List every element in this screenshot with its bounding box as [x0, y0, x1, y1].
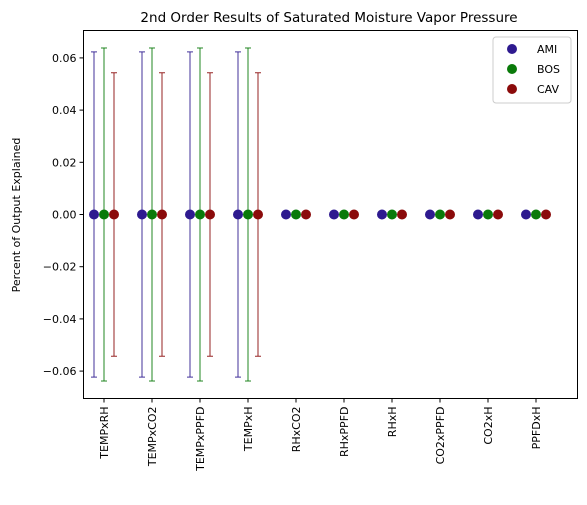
data-point: [281, 209, 291, 220]
data-point: [425, 209, 435, 220]
x-tick-label: TEMPxH: [242, 407, 255, 453]
y-tick-label: 0.02: [52, 156, 77, 169]
data-point: [493, 209, 503, 220]
data-point: [89, 209, 99, 220]
x-tick-label: TEMPxRH: [98, 407, 111, 460]
y-tick-label: 0.04: [52, 104, 77, 117]
y-tick-label: 0.06: [52, 52, 77, 65]
y-tick-label: −0.06: [43, 365, 77, 378]
data-point: [541, 209, 551, 220]
x-tick-label: TEMPxPPFD: [194, 407, 207, 472]
data-point: [473, 209, 483, 220]
x-tick-label: PPFDxH: [530, 407, 543, 450]
data-point: [233, 209, 243, 220]
x-tick-label: CO2xPPFD: [434, 407, 447, 465]
data-point: [147, 209, 157, 220]
data-point: [99, 209, 109, 220]
plot-frame: [83, 30, 578, 399]
data-point: [387, 209, 397, 220]
data-point: [157, 209, 167, 220]
y-axis-label: Percent of Output Explained: [10, 138, 23, 293]
legend-label: CAV: [537, 83, 560, 96]
data-point: [483, 209, 493, 220]
data-point: [137, 209, 147, 220]
data-point: [253, 209, 263, 220]
data-point: [531, 209, 541, 220]
legend-label: BOS: [537, 63, 560, 76]
legend: AMI BOS CAV: [492, 36, 572, 104]
plot-area: −0.06 −0.04 −0.02 0.00 0.02 0.04 0.06 TEMPxRH TE…: [43, 47, 551, 472]
chart-title: 2nd Order Results of Saturated Moisture …: [140, 10, 517, 26]
data-point: [349, 209, 359, 220]
y-tick-label: −0.02: [43, 261, 77, 274]
x-tick-label: RHxH: [386, 407, 399, 438]
data-point: [435, 209, 445, 220]
data-point: [205, 209, 215, 220]
legend-marker: [507, 64, 517, 74]
data-point: [301, 209, 311, 220]
data-point: [195, 209, 205, 220]
legend-marker: [507, 84, 517, 94]
y-tick-label: −0.04: [43, 313, 77, 326]
x-tick-label: TEMPxCO2: [146, 407, 159, 468]
data-point: [329, 209, 339, 220]
data-point: [397, 209, 407, 220]
x-tick-label: CO2xH: [482, 407, 495, 445]
legend-label: AMI: [537, 43, 557, 56]
legend-marker: [507, 44, 517, 54]
data-point: [445, 209, 455, 220]
data-point: [109, 209, 119, 220]
data-point: [185, 209, 195, 220]
data-point: [339, 209, 349, 220]
data-point: [243, 209, 253, 220]
x-tick-label: RHxCO2: [290, 407, 303, 453]
x-tick-label: RHxPPFD: [338, 407, 351, 458]
data-point: [377, 209, 387, 220]
data-point: [521, 209, 531, 220]
data-point: [291, 209, 301, 220]
y-tick-label: 0.00: [52, 209, 77, 222]
